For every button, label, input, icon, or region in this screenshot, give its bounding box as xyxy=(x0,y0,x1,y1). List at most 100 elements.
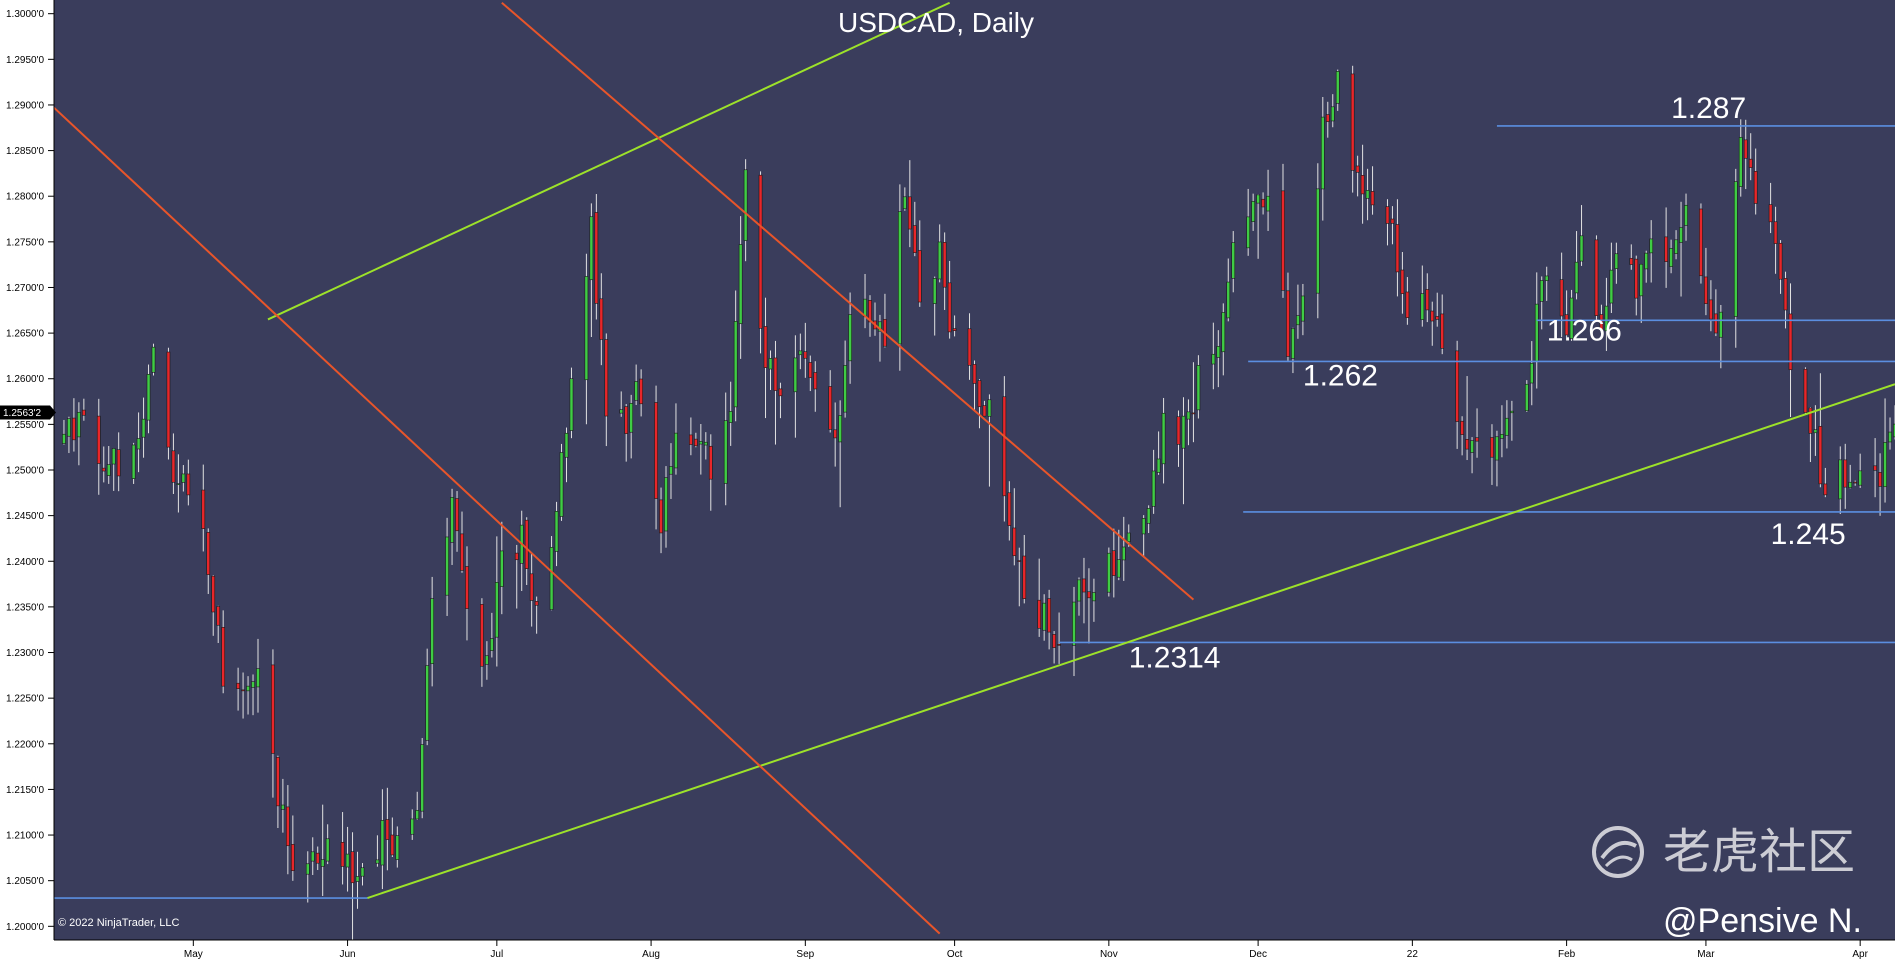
candle-body xyxy=(445,536,449,596)
candle-body xyxy=(211,575,216,613)
candle-body xyxy=(1365,190,1370,199)
candle-body xyxy=(569,378,574,431)
candle-body xyxy=(1858,470,1863,486)
candle-body xyxy=(1082,578,1086,593)
candle-body xyxy=(917,250,922,303)
candle-body xyxy=(624,406,629,434)
candle-body xyxy=(380,820,385,866)
candle-body xyxy=(201,489,206,529)
candle-body xyxy=(315,852,320,864)
candle-body xyxy=(290,844,295,872)
candle-body xyxy=(1355,165,1360,173)
candle-body xyxy=(902,196,907,210)
candle-body xyxy=(589,216,594,281)
candle-body xyxy=(1370,191,1375,206)
candle-body xyxy=(465,566,469,609)
candle-body xyxy=(246,685,250,692)
y-tick-label: 1.3000'0 xyxy=(6,9,44,20)
candle-body xyxy=(1455,350,1459,422)
candle-body xyxy=(1107,552,1111,593)
candle-body xyxy=(1121,546,1126,561)
candle-body xyxy=(838,415,842,443)
candle-body xyxy=(1768,204,1773,223)
candle-body xyxy=(1350,73,1355,171)
candle-body xyxy=(151,346,156,373)
level-label: 1.2314 xyxy=(1129,641,1221,674)
candle-body xyxy=(1544,275,1549,281)
candle-body xyxy=(1181,415,1186,449)
candle-body xyxy=(1077,579,1081,602)
x-tick-label: Sep xyxy=(796,949,814,960)
x-tick-label: Dec xyxy=(1249,949,1267,960)
candle-body xyxy=(1534,303,1539,362)
candle-body xyxy=(1400,269,1405,294)
candle-body xyxy=(1286,290,1290,357)
y-tick-label: 1.2850'0 xyxy=(6,146,44,157)
x-tick-label: Nov xyxy=(1100,949,1118,960)
level-label: 1.262 xyxy=(1303,359,1378,392)
candle-body xyxy=(1385,206,1390,224)
candle-body xyxy=(564,432,569,458)
current-price-box xyxy=(0,405,56,420)
candle-body xyxy=(1539,280,1544,302)
candle-body xyxy=(698,441,703,445)
candle-body xyxy=(1669,248,1673,267)
candle-body xyxy=(1699,208,1703,277)
candle-body xyxy=(843,365,847,413)
candle-body xyxy=(1778,242,1783,280)
candle-body xyxy=(310,851,315,862)
candle-body xyxy=(1291,328,1295,359)
candle-body xyxy=(689,434,693,445)
candle-body xyxy=(1614,253,1619,270)
candle-body xyxy=(1465,439,1469,450)
y-tick-label: 1.2650'0 xyxy=(6,329,44,340)
candle-body xyxy=(340,841,345,867)
candle-body xyxy=(1435,316,1440,320)
level-label: 1.245 xyxy=(1771,518,1846,551)
chart-title: USDCAD, Daily xyxy=(838,7,1034,38)
candle-body xyxy=(738,244,743,325)
candle-body xyxy=(1524,383,1529,412)
candle-body xyxy=(1664,236,1668,262)
candle-body xyxy=(1395,224,1400,273)
candle-body xyxy=(1639,263,1644,297)
candle-body xyxy=(1594,239,1599,316)
candle-body xyxy=(514,552,519,561)
candle-body xyxy=(907,196,912,230)
candle-body xyxy=(276,757,280,807)
y-tick-label: 1.2050'0 xyxy=(6,876,44,887)
x-tick-label: Aug xyxy=(642,949,660,960)
y-tick-label: 1.2700'0 xyxy=(6,283,44,294)
candle-body xyxy=(669,466,673,475)
candle-body xyxy=(415,810,420,820)
candle-body xyxy=(1126,532,1131,543)
candle-body xyxy=(1529,362,1534,384)
candle-body xyxy=(1460,420,1464,435)
current-price-marker: 1.2563'2 xyxy=(0,405,56,420)
candle-body xyxy=(1564,314,1569,336)
watermark-text: 老虎社区 xyxy=(1663,824,1855,880)
candle-body xyxy=(1186,411,1191,420)
candle-body xyxy=(728,411,733,423)
candle-body xyxy=(1709,299,1713,320)
candle-body xyxy=(1649,238,1654,254)
candle-body xyxy=(1256,194,1260,204)
candle-body xyxy=(1191,412,1196,415)
candle-body xyxy=(803,351,808,359)
candle-body xyxy=(1495,436,1499,461)
candle-body xyxy=(833,429,838,439)
candle-body xyxy=(534,601,539,606)
y-tick-label: 1.2750'0 xyxy=(6,237,44,248)
candle-body xyxy=(639,378,643,405)
candle-body xyxy=(460,533,464,571)
candle-body xyxy=(982,405,987,417)
candle-body xyxy=(768,358,773,370)
candle-body xyxy=(116,449,121,477)
y-tick-label: 1.2600'0 xyxy=(6,374,44,385)
trendline xyxy=(501,1,1195,601)
x-axis-background[interactable] xyxy=(0,940,1895,963)
y-axis-background[interactable] xyxy=(0,0,54,940)
candle-body xyxy=(256,668,260,688)
candle-body xyxy=(1216,346,1221,358)
candle-body xyxy=(420,744,425,812)
